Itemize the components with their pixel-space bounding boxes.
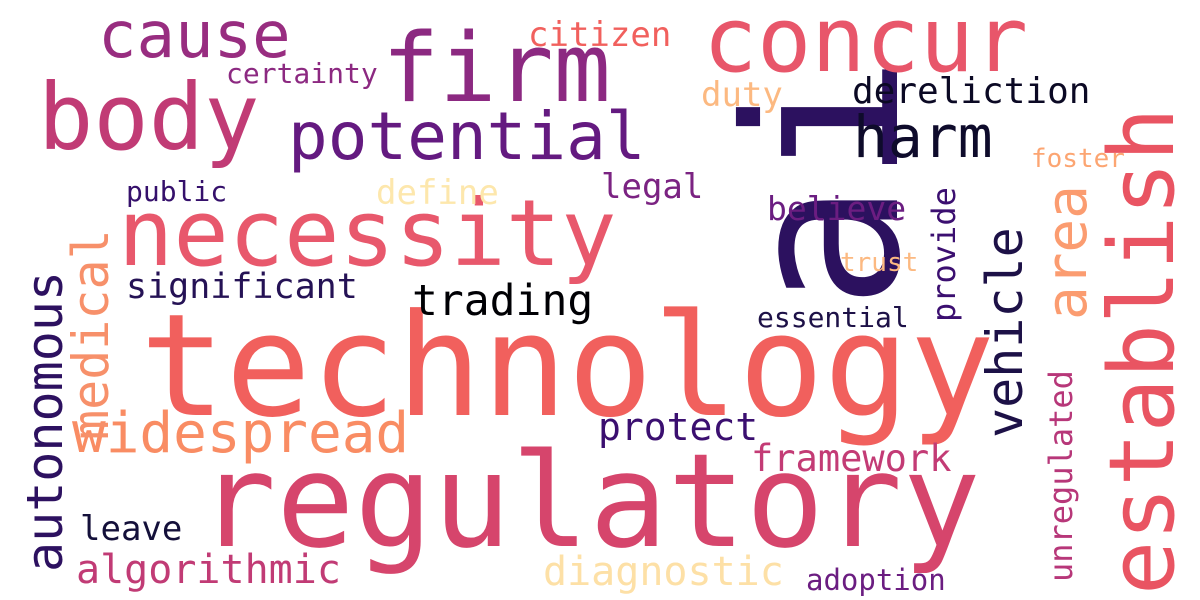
word-provide: provide <box>925 187 963 322</box>
word-trust: trust <box>840 248 919 278</box>
word-leave: leave <box>80 509 183 549</box>
word-dereliction: dereliction <box>852 71 1091 112</box>
word-duty: duty <box>701 75 783 115</box>
word-significant: significant <box>126 267 358 307</box>
word-vehicle: vehicle <box>976 227 1034 438</box>
word-certainty: certainty <box>226 57 378 90</box>
word-firm: firm <box>382 14 611 124</box>
word-body: body <box>38 64 260 171</box>
word-public: public <box>126 175 228 208</box>
word-technology: technology <box>140 284 995 449</box>
word-necessity: necessity <box>118 180 617 287</box>
word-foster: foster <box>1031 144 1125 174</box>
word-essential: essential <box>757 301 909 334</box>
word-protect: protect <box>598 405 759 449</box>
word-define: define <box>376 173 499 213</box>
word-harm: harm <box>853 103 993 171</box>
word-framework: framework <box>751 437 952 480</box>
word-autonomous: autonomous <box>16 270 74 572</box>
word-cause: cause <box>98 0 291 73</box>
word-widespread: widespread <box>72 401 410 466</box>
word-citizen: citizen <box>528 15 672 55</box>
word-concur: concur <box>703 0 1029 93</box>
word-potential: potential <box>288 98 646 175</box>
word-trading: trading <box>412 276 594 326</box>
word-adoption: adoption <box>806 563 946 597</box>
word-establish: establish <box>1090 107 1195 595</box>
word-legal: legal <box>601 167 704 207</box>
word-area: area <box>1035 185 1100 320</box>
word-diagnostic: diagnostic <box>543 549 784 595</box>
word-algorithmic: algorithmic <box>76 547 341 593</box>
word-regulatory: regulatory <box>198 425 981 577</box>
word-believe: believe <box>767 189 907 228</box>
word-unregulated: unregulated <box>1042 370 1080 582</box>
